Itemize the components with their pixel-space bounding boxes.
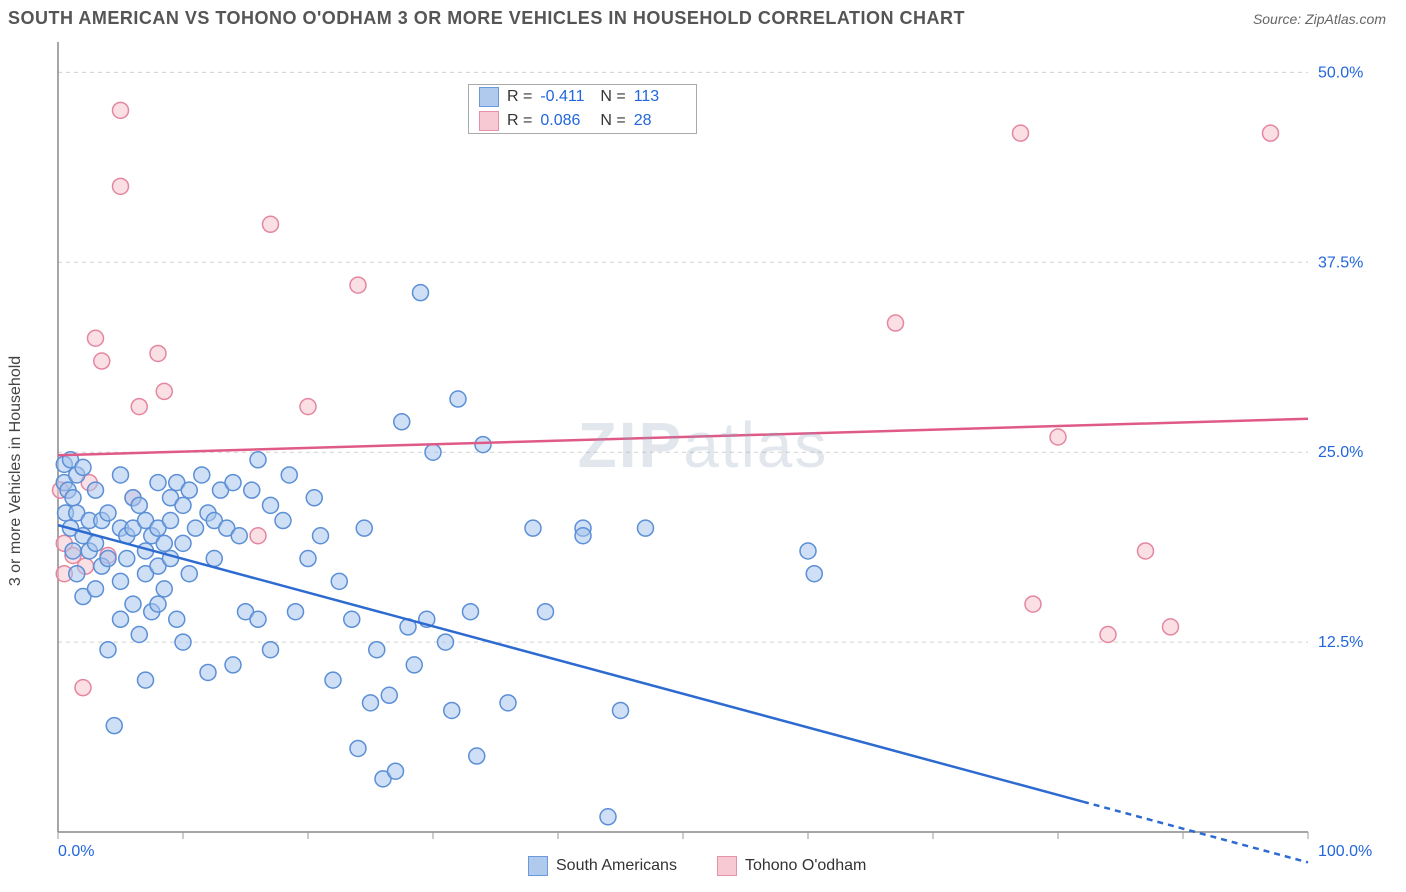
stat-r-b: 0.086 xyxy=(540,112,592,130)
stat-r-a: -0.411 xyxy=(540,88,592,106)
svg-text:100.0%: 100.0% xyxy=(1318,843,1372,860)
stat-n-a: 113 xyxy=(634,88,686,106)
source-attribution: Source: ZipAtlas.com xyxy=(1253,11,1386,27)
correlation-stats-legend: R = -0.411 N = 113 R = 0.086 N = 28 xyxy=(468,84,697,134)
stat-label: N = xyxy=(600,112,625,130)
svg-text:0.0%: 0.0% xyxy=(58,843,94,860)
swatch-series-b xyxy=(717,856,737,876)
swatch-series-b xyxy=(479,111,499,131)
scatter-plot: 12.5% 25.0% 37.5% 50.0% 0.0% 100.0% xyxy=(50,42,1380,872)
legend-label-a: South Americans xyxy=(556,857,677,875)
svg-text:12.5%: 12.5% xyxy=(1318,634,1363,651)
svg-text:25.0%: 25.0% xyxy=(1318,444,1363,461)
stat-label: R = xyxy=(507,112,532,130)
stats-row-a: R = -0.411 N = 113 xyxy=(469,85,696,109)
chart-header: SOUTH AMERICAN VS TOHONO O'ODHAM 3 OR MO… xyxy=(0,0,1406,33)
chart-area: 3 or more Vehicles in Household 12.5% 25.… xyxy=(8,40,1398,884)
stat-label: N = xyxy=(600,88,625,106)
svg-text:37.5%: 37.5% xyxy=(1318,254,1363,271)
y-axis-label: 3 or more Vehicles in Household xyxy=(7,356,25,586)
legend-item-b: Tohono O'odham xyxy=(717,856,866,876)
series-legend: South Americans Tohono O'odham xyxy=(528,856,866,876)
stat-n-b: 28 xyxy=(634,112,686,130)
stats-row-b: R = 0.086 N = 28 xyxy=(469,109,696,133)
legend-label-b: Tohono O'odham xyxy=(745,857,866,875)
swatch-series-a xyxy=(528,856,548,876)
svg-text:50.0%: 50.0% xyxy=(1318,64,1363,81)
legend-item-a: South Americans xyxy=(528,856,677,876)
chart-title: SOUTH AMERICAN VS TOHONO O'ODHAM 3 OR MO… xyxy=(8,8,965,29)
swatch-series-a xyxy=(479,87,499,107)
stat-label: R = xyxy=(507,88,532,106)
